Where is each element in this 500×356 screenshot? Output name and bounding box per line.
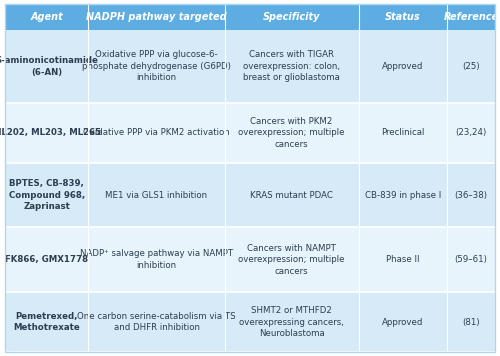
Text: BPTES, CB-839,
Compound 968,
Zaprinast: BPTES, CB-839, Compound 968, Zaprinast <box>8 179 85 211</box>
Text: Approved: Approved <box>382 62 424 71</box>
Bar <box>5 227 88 292</box>
Bar <box>5 30 88 103</box>
Bar <box>447 163 495 227</box>
Text: ME1 via GLS1 inhibition: ME1 via GLS1 inhibition <box>106 191 208 200</box>
Bar <box>5 4 88 30</box>
Text: SHMT2 or MTHFD2
overexpressing cancers,
Neuroblastoma: SHMT2 or MTHFD2 overexpressing cancers, … <box>239 306 344 338</box>
Text: Cancers with TIGAR
overexpression: colon,
breast or glioblastoma: Cancers with TIGAR overexpression: colon… <box>243 51 340 82</box>
Text: Reference: Reference <box>444 12 498 22</box>
Text: NADPH pathway targeted: NADPH pathway targeted <box>86 12 227 22</box>
Bar <box>358 292 447 352</box>
Bar <box>88 30 224 103</box>
Text: Phase II: Phase II <box>386 255 420 264</box>
Text: (23,24): (23,24) <box>456 128 486 137</box>
Text: (25): (25) <box>462 62 480 71</box>
Text: (59–61): (59–61) <box>454 255 488 264</box>
Bar <box>358 4 447 30</box>
Text: 6-aminonicotinamide
(6-AN): 6-aminonicotinamide (6-AN) <box>0 56 98 77</box>
Bar <box>447 4 495 30</box>
Bar <box>358 30 447 103</box>
Text: (81): (81) <box>462 318 480 327</box>
Text: Preclinical: Preclinical <box>381 128 424 137</box>
Bar <box>224 292 358 352</box>
Text: CB-839 in phase I: CB-839 in phase I <box>364 191 441 200</box>
Text: Oxidative PPP via glucose-6-
phosphate dehydrogenase (G6PD)
inhibition: Oxidative PPP via glucose-6- phosphate d… <box>82 51 231 82</box>
Text: One carbon serine-catabolism via TS
and DHFR inhibition: One carbon serine-catabolism via TS and … <box>77 312 236 333</box>
Bar <box>88 292 224 352</box>
Bar <box>224 103 358 163</box>
Bar <box>88 163 224 227</box>
Bar <box>224 163 358 227</box>
Bar <box>358 227 447 292</box>
Bar <box>358 103 447 163</box>
Text: (36–38): (36–38) <box>454 191 488 200</box>
Text: Agent: Agent <box>30 12 63 22</box>
Bar <box>224 227 358 292</box>
Text: Pemetrexed,
Methotrexate: Pemetrexed, Methotrexate <box>14 312 80 333</box>
Text: Specificity: Specificity <box>263 12 320 22</box>
Bar <box>88 227 224 292</box>
Text: Cancers with PKM2
overexpression; multiple
cancers: Cancers with PKM2 overexpression; multip… <box>238 117 345 149</box>
Bar <box>224 4 358 30</box>
Text: Oxidative PPP via PKM2 activation: Oxidative PPP via PKM2 activation <box>83 128 230 137</box>
Bar <box>358 163 447 227</box>
Bar <box>447 292 495 352</box>
Bar <box>5 163 88 227</box>
Bar <box>88 103 224 163</box>
Bar <box>224 30 358 103</box>
Bar <box>447 227 495 292</box>
Bar <box>447 103 495 163</box>
Bar <box>88 4 224 30</box>
Bar <box>5 292 88 352</box>
Text: Cancers with NAMPT
overexpression; multiple
cancers: Cancers with NAMPT overexpression; multi… <box>238 244 345 276</box>
Text: Status: Status <box>385 12 420 22</box>
Bar <box>447 30 495 103</box>
Text: NADP⁺ salvage pathway via NAMPT
inhibition: NADP⁺ salvage pathway via NAMPT inhibiti… <box>80 250 233 270</box>
Text: ML202, ML203, ML265: ML202, ML203, ML265 <box>0 128 100 137</box>
Text: FK866, GMX1778: FK866, GMX1778 <box>5 255 88 264</box>
Text: Approved: Approved <box>382 318 424 327</box>
Bar <box>5 103 88 163</box>
Text: KRAS mutant PDAC: KRAS mutant PDAC <box>250 191 333 200</box>
